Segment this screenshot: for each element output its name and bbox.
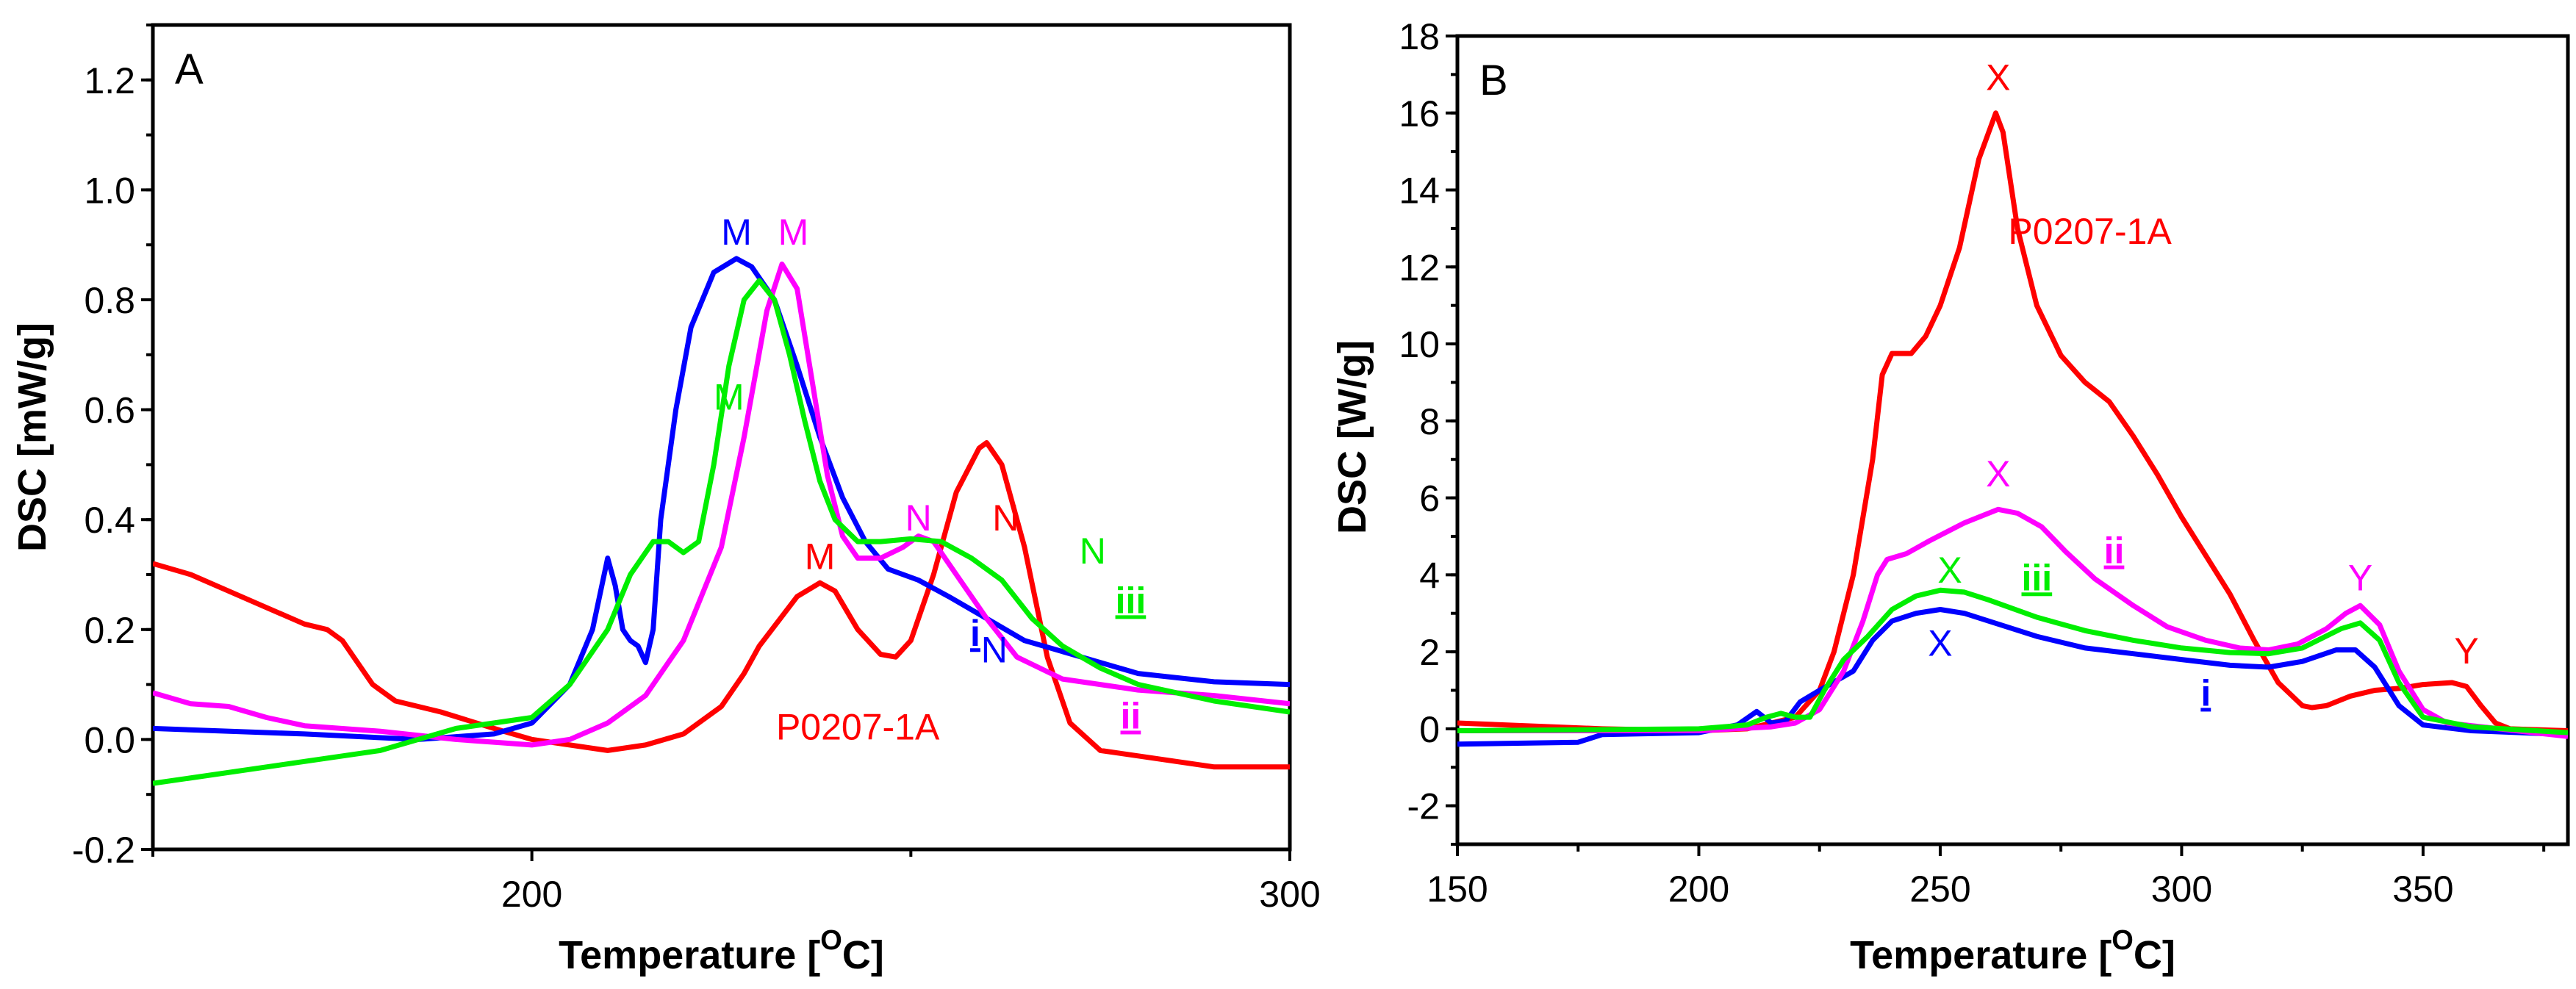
series-line-P0207-1A — [153, 440, 1290, 770]
annotation-label: Y — [2348, 557, 2372, 598]
x-tick-label: 300 — [1259, 874, 1320, 915]
y-tick-label: 10 — [1399, 324, 1440, 365]
annotation-label: X — [1928, 622, 1952, 663]
x-axis-label-end: C] — [842, 933, 884, 977]
x-tick-label: 200 — [501, 874, 562, 915]
annotation-label: N — [981, 630, 1008, 671]
annotation-label: M — [721, 212, 752, 253]
annotation-label: N — [992, 497, 1019, 539]
y-tick-label: 0.4 — [84, 500, 135, 541]
y-tick-label: 16 — [1399, 93, 1440, 134]
annotation-label: P0207-1A — [2008, 211, 2172, 252]
series-line-i — [153, 256, 1290, 742]
y-tick-label: 8 — [1419, 401, 1440, 442]
x-axis-label: Temperature [OC] — [1850, 925, 2175, 977]
y-tick-label: -2 — [1407, 786, 1440, 827]
plot-frame — [151, 23, 1292, 852]
panel-a-chart: 200 300 -0.2 0.0 0.2 0.4 0.6 0.8 1.0 1.2 Temperatu… — [10, 23, 1321, 977]
series-line-iii — [153, 278, 1290, 786]
plot-frame — [1455, 34, 2570, 846]
y-tick-label: 2 — [1419, 632, 1440, 673]
panel-label: B — [1479, 57, 1508, 104]
annotation-label: M — [805, 536, 836, 578]
annotation-label: N — [905, 497, 932, 539]
annotation-label: M — [714, 377, 745, 418]
x-tick-label: 300 — [2151, 868, 2212, 910]
x-tick-label: 200 — [1668, 868, 1729, 910]
x-axis-label-superscript: O — [820, 925, 842, 956]
series-line-iii — [1457, 587, 2568, 736]
y-tick-label: 12 — [1399, 247, 1440, 288]
annotation-label: i — [2200, 672, 2211, 713]
series-line-P0207-1A — [1457, 110, 2568, 733]
y-tick-label: 0.0 — [84, 719, 135, 760]
x-axis-label-main: Temperature [ — [559, 933, 820, 977]
panel-b-chart: 150 200 250 300 350 -2 0 2 4 6 8 10 12 14 16 18 Temperat… — [1330, 16, 2570, 977]
annotation-label: N — [1080, 531, 1106, 572]
annotation-label: Y — [2454, 630, 2478, 672]
annotation-label: ii — [1121, 695, 1141, 736]
x-axis-label-end: C] — [2134, 933, 2175, 977]
y-tick-label: -0.2 — [72, 830, 135, 871]
series-line-i — [1457, 607, 2568, 747]
y-tick-label: 14 — [1399, 170, 1440, 212]
y-tick-label: 6 — [1419, 478, 1440, 519]
annotation-label: iii — [1116, 580, 1147, 621]
y-tick-label: 18 — [1399, 16, 1440, 57]
y-tick-label: 1.0 — [84, 170, 135, 211]
annotation-label: M — [778, 212, 809, 253]
x-axis-label-superscript: O — [2112, 925, 2134, 956]
x-tick-label: 150 — [1427, 868, 1488, 910]
series-line-ii — [153, 261, 1290, 748]
x-axis-label-main: Temperature [ — [1850, 933, 2112, 977]
y-tick-label: 0.6 — [84, 390, 135, 431]
series-line-ii — [1457, 506, 2568, 739]
annotation-label: i — [970, 613, 980, 654]
annotation-label: X — [1986, 453, 2010, 495]
annotation-label: X — [1937, 550, 1962, 591]
annotation-label: iii — [2022, 557, 2053, 598]
annotation-label: ii — [2104, 531, 2125, 572]
panel-label: A — [175, 46, 204, 93]
x-axis-label: Temperature [OC] — [559, 925, 884, 977]
y-tick-label: 0.2 — [84, 610, 135, 651]
x-tick-label: 350 — [2392, 868, 2453, 910]
y-axis-label: DSC [mW/g] — [10, 323, 54, 552]
y-tick-label: 1.2 — [84, 60, 135, 101]
y-tick-label: 0.8 — [84, 280, 135, 321]
y-axis-label: DSC [W/g] — [1330, 340, 1374, 534]
y-tick-label: 4 — [1419, 555, 1440, 596]
annotation-label: X — [1986, 57, 2010, 98]
y-tick-label: 0 — [1419, 709, 1440, 750]
annotation-label: P0207-1A — [776, 706, 940, 747]
x-tick-label: 250 — [1909, 868, 1970, 910]
